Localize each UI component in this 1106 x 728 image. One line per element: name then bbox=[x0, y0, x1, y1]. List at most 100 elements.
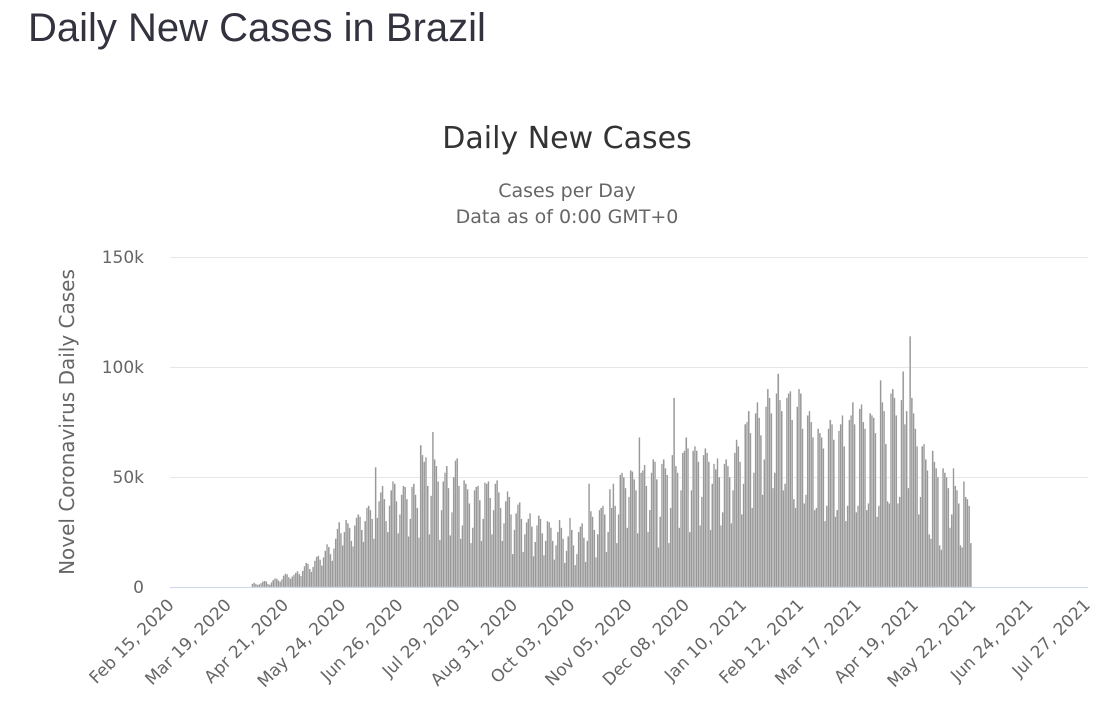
bar bbox=[575, 553, 578, 588]
bar bbox=[492, 509, 495, 588]
bar bbox=[647, 531, 650, 588]
bar bbox=[697, 461, 700, 588]
bar bbox=[969, 542, 972, 588]
bar bbox=[272, 579, 275, 588]
bar bbox=[360, 529, 363, 588]
bar bbox=[851, 402, 854, 588]
bar bbox=[261, 581, 264, 588]
bar bbox=[449, 535, 452, 588]
bar bbox=[749, 432, 752, 588]
bar bbox=[869, 413, 872, 588]
bar bbox=[289, 578, 292, 588]
bar bbox=[412, 483, 415, 588]
bar bbox=[680, 490, 683, 588]
bar bbox=[709, 529, 712, 588]
bar bbox=[522, 551, 525, 588]
bar bbox=[454, 460, 457, 588]
bar bbox=[390, 490, 393, 588]
bar bbox=[345, 519, 348, 588]
bar bbox=[914, 428, 917, 588]
bar bbox=[688, 531, 691, 588]
bar bbox=[723, 463, 726, 588]
bar bbox=[553, 559, 556, 588]
bar bbox=[693, 446, 696, 588]
page-heading: Daily New Cases in Brazil bbox=[28, 6, 486, 50]
bar bbox=[428, 534, 431, 588]
bar bbox=[950, 514, 953, 588]
bar bbox=[813, 509, 816, 588]
bar bbox=[728, 476, 731, 588]
bar bbox=[480, 540, 483, 588]
bar bbox=[746, 421, 748, 588]
bar bbox=[798, 388, 801, 588]
bar bbox=[589, 510, 592, 588]
bar bbox=[457, 485, 460, 588]
bar bbox=[780, 410, 783, 588]
bar bbox=[430, 495, 433, 588]
bar bbox=[773, 472, 776, 588]
bar bbox=[301, 570, 304, 588]
bar bbox=[836, 509, 839, 588]
bar bbox=[700, 496, 703, 588]
bar bbox=[353, 525, 356, 588]
bar bbox=[629, 470, 632, 588]
bar bbox=[959, 545, 962, 588]
bar bbox=[355, 517, 358, 588]
bar bbox=[921, 446, 924, 588]
bar bbox=[310, 571, 313, 588]
bar bbox=[765, 406, 768, 588]
bar bbox=[482, 518, 485, 588]
bar bbox=[940, 549, 943, 588]
bar bbox=[331, 560, 334, 588]
bar bbox=[695, 450, 698, 588]
bar bbox=[792, 498, 795, 588]
bar bbox=[477, 485, 480, 588]
bar bbox=[621, 472, 624, 588]
bar bbox=[572, 545, 575, 588]
bar bbox=[438, 539, 441, 588]
bar bbox=[324, 550, 327, 588]
bar bbox=[877, 505, 880, 588]
bar bbox=[383, 498, 386, 588]
bar bbox=[935, 468, 938, 588]
bar bbox=[352, 546, 355, 588]
bar bbox=[461, 525, 464, 588]
bar bbox=[775, 393, 778, 588]
bar bbox=[822, 448, 825, 588]
bar bbox=[699, 525, 702, 588]
bar bbox=[456, 458, 459, 588]
bar bbox=[952, 468, 955, 588]
bar bbox=[362, 541, 365, 588]
bar bbox=[669, 507, 672, 588]
bar bbox=[563, 562, 566, 588]
bar bbox=[497, 492, 500, 588]
bar bbox=[267, 583, 270, 588]
bar bbox=[903, 424, 906, 588]
bar bbox=[440, 509, 443, 588]
bar bbox=[638, 437, 641, 588]
bar bbox=[506, 491, 509, 588]
bar bbox=[643, 464, 646, 588]
bar bbox=[548, 521, 551, 588]
bar bbox=[942, 468, 945, 588]
bar bbox=[841, 415, 844, 588]
bar bbox=[721, 512, 724, 588]
bar bbox=[296, 571, 299, 588]
bar bbox=[713, 463, 716, 588]
bar bbox=[943, 472, 946, 588]
bar bbox=[860, 404, 863, 588]
bar bbox=[711, 483, 714, 588]
bar bbox=[442, 481, 445, 588]
bar bbox=[614, 505, 617, 588]
bar bbox=[739, 461, 742, 588]
bar bbox=[645, 485, 648, 588]
bar bbox=[254, 583, 257, 588]
bar bbox=[752, 472, 755, 588]
bar bbox=[464, 483, 467, 588]
bar bbox=[371, 518, 374, 588]
bar bbox=[624, 487, 627, 588]
bar bbox=[674, 465, 677, 588]
bar bbox=[273, 578, 276, 588]
bar bbox=[652, 459, 655, 588]
bar bbox=[817, 428, 820, 588]
